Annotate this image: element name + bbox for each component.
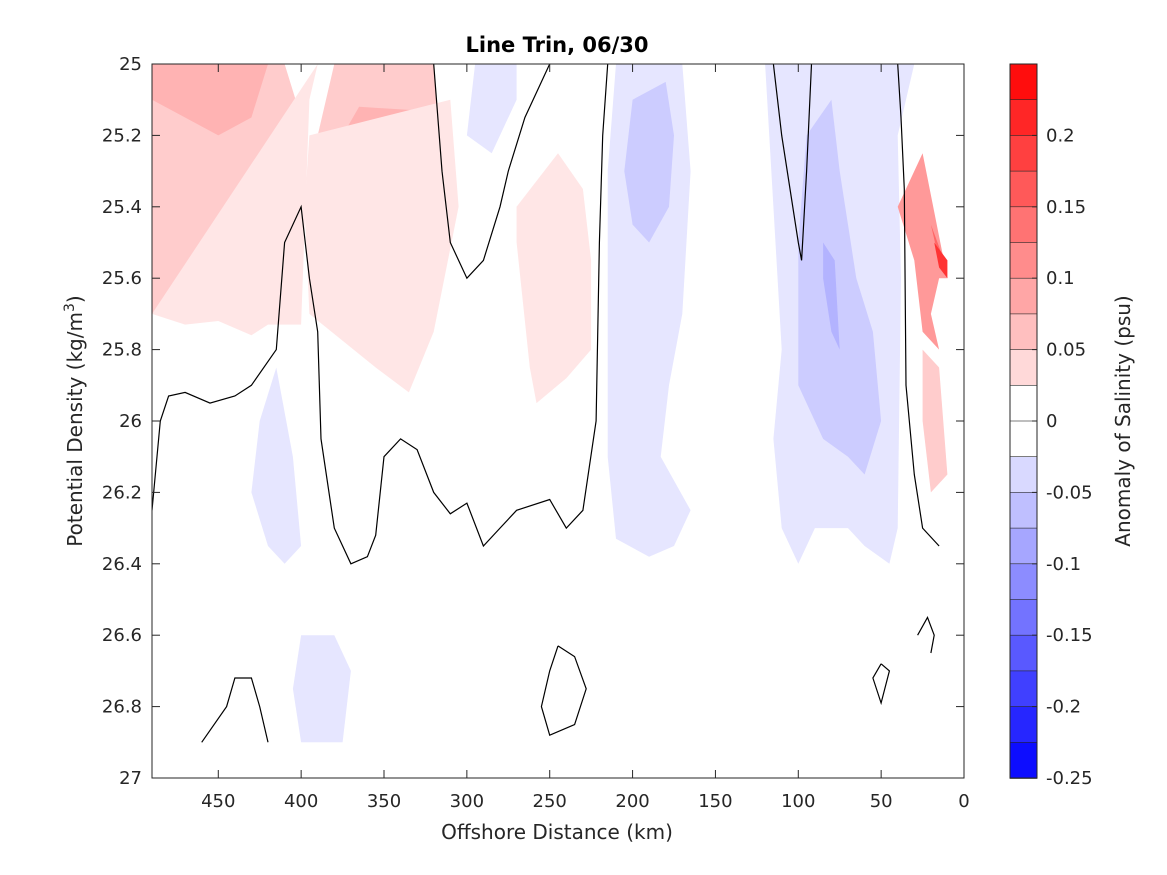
colorbar-segment <box>1009 277 1038 315</box>
contour-fill-16 <box>897 153 948 350</box>
colorbar-tick-label: -0.2 <box>1046 697 1081 718</box>
y-tick-label: 26.6 <box>102 625 142 646</box>
y-tick-label: 25.6 <box>102 268 142 289</box>
colorbar-tick-label: 0.05 <box>1046 340 1086 361</box>
colorbar-segment <box>1009 420 1038 458</box>
zero-contour-6 <box>872 663 891 706</box>
zero-contour-3 <box>897 64 940 547</box>
contour-fill-5 <box>304 99 459 393</box>
zero-contour-2 <box>772 64 813 261</box>
colorbar-segment <box>1009 384 1038 422</box>
colorbar-segment <box>1009 135 1038 172</box>
y-tick-label: 26.2 <box>102 482 142 503</box>
contour-fill-15 <box>292 635 351 743</box>
zero-contour-7 <box>917 615 935 654</box>
zero-contour-0 <box>152 64 609 565</box>
contour-fill-12 <box>798 99 882 475</box>
colorbar-segment <box>1009 349 1038 387</box>
y-tick-label: 25 <box>119 54 142 75</box>
colorbar-segment <box>1009 242 1038 280</box>
y-tick-label: 26.8 <box>102 697 142 718</box>
zero-contour-5 <box>540 645 587 737</box>
colorbar-tick-label: -0.15 <box>1046 625 1093 646</box>
colorbar-tick-label: 0.15 <box>1046 197 1086 218</box>
colorbar-segment <box>1009 206 1038 244</box>
colorbar-segment <box>1009 599 1038 637</box>
colorbar-segment <box>1009 706 1038 744</box>
x-tick-label: 50 <box>870 791 893 812</box>
colorbar-tick-label: 0 <box>1046 411 1057 432</box>
y-axis: 25 25.2 25.4 25.6 25.8 26 26.2 26.4 26.6 26.8 27 <box>102 54 964 789</box>
colorbar-segment <box>1009 492 1038 529</box>
contour-fill-1 <box>152 64 268 136</box>
x-tick-label: 200 <box>615 791 649 812</box>
colorbar-tick-label: 0.1 <box>1046 268 1075 289</box>
contour-fills <box>152 64 948 743</box>
x-tick-label: 300 <box>450 791 484 812</box>
contour-fill-19 <box>922 349 948 493</box>
colorbar-label: Anomaly of Salinity (psu) <box>1111 295 1135 546</box>
contour-fill-10 <box>624 81 674 243</box>
colorbar-segment <box>1009 170 1038 208</box>
contour-fill-14 <box>251 367 302 564</box>
contour-fill-18 <box>934 242 948 279</box>
colorbar-segment <box>1009 563 1038 601</box>
colorbar-tick-label: -0.05 <box>1046 482 1093 503</box>
zero-contour-lines <box>152 64 940 743</box>
contour-fill-13 <box>823 242 840 350</box>
colorbar-tick-label: 0.2 <box>1046 125 1075 146</box>
x-axis: 450 400 350 300 250 200 150 100 50 0 <box>201 64 970 812</box>
y-tick-label: 25.4 <box>102 197 142 218</box>
colorbar-segment <box>1009 313 1038 351</box>
y-tick-label: 26.4 <box>102 554 142 575</box>
zero-contour-4 <box>201 677 269 743</box>
x-tick-label: 150 <box>698 791 732 812</box>
contour-fill-8 <box>466 64 517 154</box>
x-tick-label: 400 <box>284 791 318 812</box>
chart-title: Line Trin, 06/30 <box>465 33 648 57</box>
colorbar-segment <box>1009 634 1038 672</box>
y-tick-label: 25.2 <box>102 125 142 146</box>
y-tick-label: 27 <box>119 768 142 789</box>
colorbar: 0.2 0.15 0.1 0.05 0 -0.05 -0.1 -0.15 -0.2 -0.25 <box>1009 63 1093 789</box>
colorbar-segment <box>1009 99 1038 137</box>
zero-contour-1 <box>433 64 551 280</box>
colorbar-segment <box>1009 527 1038 565</box>
y-tick-label: 26 <box>119 411 142 432</box>
x-tick-label: 350 <box>367 791 401 812</box>
x-tick-label: 250 <box>533 791 567 812</box>
colorbar-segment <box>1009 456 1038 494</box>
colorbar-segment <box>1009 670 1038 708</box>
contour-fill-2 <box>152 64 318 336</box>
x-tick-label: 0 <box>958 791 969 812</box>
x-tick-label: 450 <box>201 791 235 812</box>
y-tick-label: 25.8 <box>102 340 142 361</box>
colorbar-tick-label: -0.1 <box>1046 554 1081 575</box>
colorbar-segment <box>1009 63 1038 101</box>
colorbar-segment <box>1009 741 1038 779</box>
x-axis-label: Offshore Distance (km) <box>441 820 673 844</box>
x-tick-label: 100 <box>781 791 815 812</box>
contour-fill-6 <box>516 153 592 404</box>
colorbar-tick-label: -0.25 <box>1046 768 1093 789</box>
y-axis-label: Potential Density (kg/m3) <box>62 295 87 546</box>
